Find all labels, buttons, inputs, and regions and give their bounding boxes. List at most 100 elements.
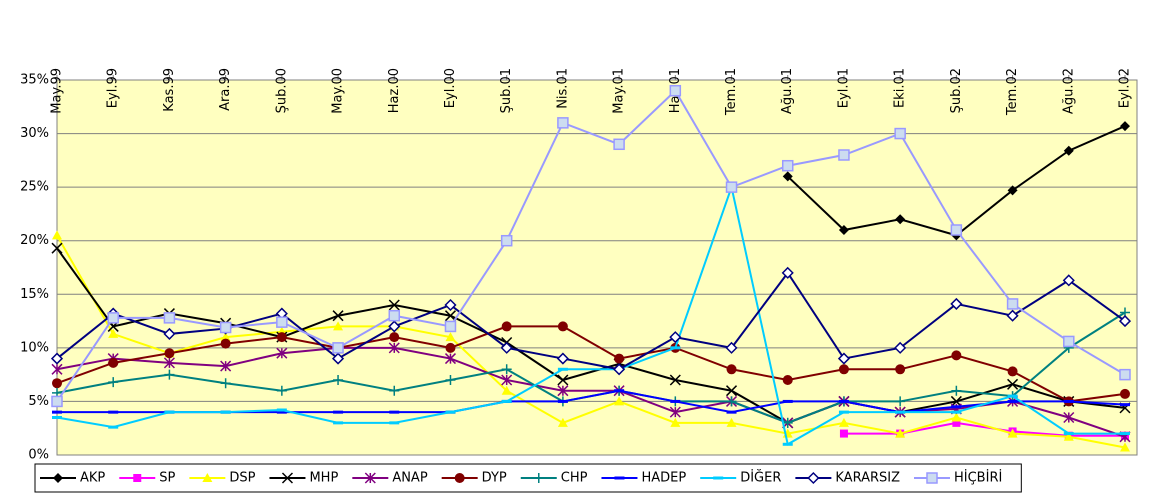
- marker: [163, 327, 176, 340]
- marker: [281, 472, 293, 484]
- marker: [1120, 403, 1130, 407]
- legend-label: HADEP: [641, 471, 686, 486]
- marker: [838, 149, 850, 161]
- marker: [669, 406, 681, 418]
- marker: [333, 375, 344, 385]
- marker: [1007, 428, 1018, 438]
- marker: [276, 347, 288, 359]
- marker: [501, 385, 512, 395]
- x-tick-label: Eyl.00: [443, 68, 458, 108]
- y-tick-label: 0%: [28, 448, 49, 463]
- marker: [557, 367, 568, 371]
- marker: [1120, 388, 1130, 399]
- marker: [220, 332, 231, 342]
- marker: [556, 352, 569, 365]
- marker: [332, 342, 344, 354]
- marker: [445, 410, 456, 414]
- marker: [220, 378, 231, 389]
- marker: [501, 399, 512, 403]
- marker: [52, 230, 62, 240]
- marker: [1118, 315, 1132, 328]
- marker: [614, 476, 625, 480]
- x-tick-label: May.00: [331, 68, 346, 114]
- y-tick-label: 20%: [20, 233, 49, 248]
- marker: [276, 332, 287, 343]
- marker: [1007, 378, 1019, 390]
- marker: [454, 473, 465, 483]
- x-tick-label: Nis.01: [555, 68, 570, 109]
- marker: [895, 410, 906, 414]
- marker: [838, 399, 849, 403]
- marker: [1007, 399, 1018, 403]
- marker: [781, 266, 794, 279]
- marker: [333, 321, 344, 331]
- legend-label: AKP: [80, 471, 105, 486]
- marker: [444, 298, 457, 312]
- marker: [220, 410, 231, 414]
- marker: [613, 138, 625, 151]
- marker: [1063, 145, 1074, 156]
- marker: [164, 369, 175, 380]
- legend-label: CHP: [561, 471, 588, 486]
- marker: [1120, 442, 1130, 452]
- x-tick-label: Şub.00: [274, 68, 289, 113]
- series-line: [56, 89, 1126, 402]
- marker: [951, 405, 962, 409]
- marker: [951, 410, 962, 414]
- marker: [670, 417, 681, 427]
- marker: [276, 410, 287, 414]
- marker: [1063, 431, 1074, 441]
- marker: [926, 472, 938, 484]
- marker: [444, 310, 457, 322]
- marker: [726, 410, 737, 414]
- marker: [51, 395, 63, 408]
- series-line: [56, 325, 1126, 403]
- marker: [951, 385, 962, 396]
- marker: [782, 442, 793, 446]
- marker: [614, 389, 625, 393]
- marker: [388, 299, 400, 311]
- marker: [726, 396, 737, 407]
- y-tick-label: 10%: [20, 340, 49, 355]
- marker: [725, 181, 738, 193]
- marker: [389, 410, 400, 414]
- legend-label: DSP: [229, 471, 255, 486]
- marker: [726, 417, 737, 427]
- marker: [220, 360, 232, 372]
- marker: [276, 385, 287, 396]
- marker: [445, 342, 456, 353]
- marker: [782, 171, 793, 182]
- legend-label: ANAP: [392, 471, 428, 486]
- marker: [389, 385, 400, 396]
- marker: [950, 297, 963, 310]
- marker: [614, 396, 625, 406]
- x-tick-label: Eyl.01: [836, 68, 851, 108]
- marker: [219, 321, 232, 334]
- series-line: [56, 183, 1125, 446]
- marker: [50, 352, 64, 365]
- marker: [53, 473, 63, 483]
- marker: [333, 410, 344, 414]
- marker: [670, 346, 681, 350]
- marker: [202, 473, 213, 482]
- marker: [713, 476, 724, 480]
- marker: [389, 332, 400, 343]
- marker: [333, 421, 344, 425]
- marker: [838, 417, 849, 427]
- marker: [557, 417, 568, 427]
- marker: [52, 416, 62, 419]
- x-tick-label: Tem.01: [724, 68, 739, 116]
- marker: [669, 374, 681, 386]
- marker: [331, 352, 345, 365]
- marker: [445, 332, 456, 342]
- marker: [164, 348, 175, 359]
- marker: [51, 363, 63, 375]
- x-tick-label: Şub.02: [949, 68, 964, 113]
- marker: [725, 341, 738, 354]
- marker: [557, 385, 569, 397]
- marker: [164, 410, 175, 414]
- marker: [500, 341, 513, 354]
- x-tick-label: Ağu.02: [1061, 68, 1076, 114]
- x-tick-label: May.99: [50, 68, 65, 114]
